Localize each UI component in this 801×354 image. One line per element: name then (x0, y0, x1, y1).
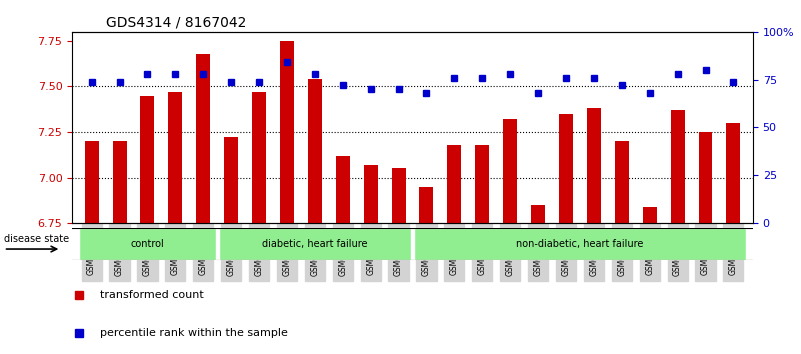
Bar (698, 132, 712, 223)
Text: percentile rank within the sample: percentile rank within the sample (100, 328, 288, 338)
Bar (168, 92, 183, 223)
Bar (113, 141, 127, 223)
Bar (85, 141, 99, 223)
Bar (224, 137, 238, 223)
Bar (336, 156, 350, 223)
Bar (420, 187, 433, 223)
Bar (503, 119, 517, 223)
Bar (252, 92, 266, 223)
Bar (670, 110, 685, 223)
Bar (219, 228, 411, 260)
Bar (615, 141, 629, 223)
Bar (79, 228, 215, 260)
Text: transformed count: transformed count (100, 290, 203, 299)
Bar (140, 96, 155, 223)
Bar (364, 165, 377, 223)
Bar (559, 114, 573, 223)
Text: control: control (131, 239, 164, 249)
Text: non-diabetic, heart failure: non-diabetic, heart failure (517, 239, 644, 249)
Bar (448, 145, 461, 223)
Bar (531, 205, 545, 223)
Text: diabetic, heart failure: diabetic, heart failure (262, 239, 368, 249)
Bar (280, 41, 294, 223)
Bar (392, 169, 405, 223)
Bar (727, 123, 740, 223)
Bar (414, 228, 746, 260)
Bar (642, 207, 657, 223)
Text: GDS4314 / 8167042: GDS4314 / 8167042 (106, 15, 247, 29)
Bar (475, 145, 489, 223)
Bar (196, 54, 210, 223)
Text: disease state: disease state (4, 234, 69, 245)
Bar (308, 79, 322, 223)
Bar (587, 108, 601, 223)
